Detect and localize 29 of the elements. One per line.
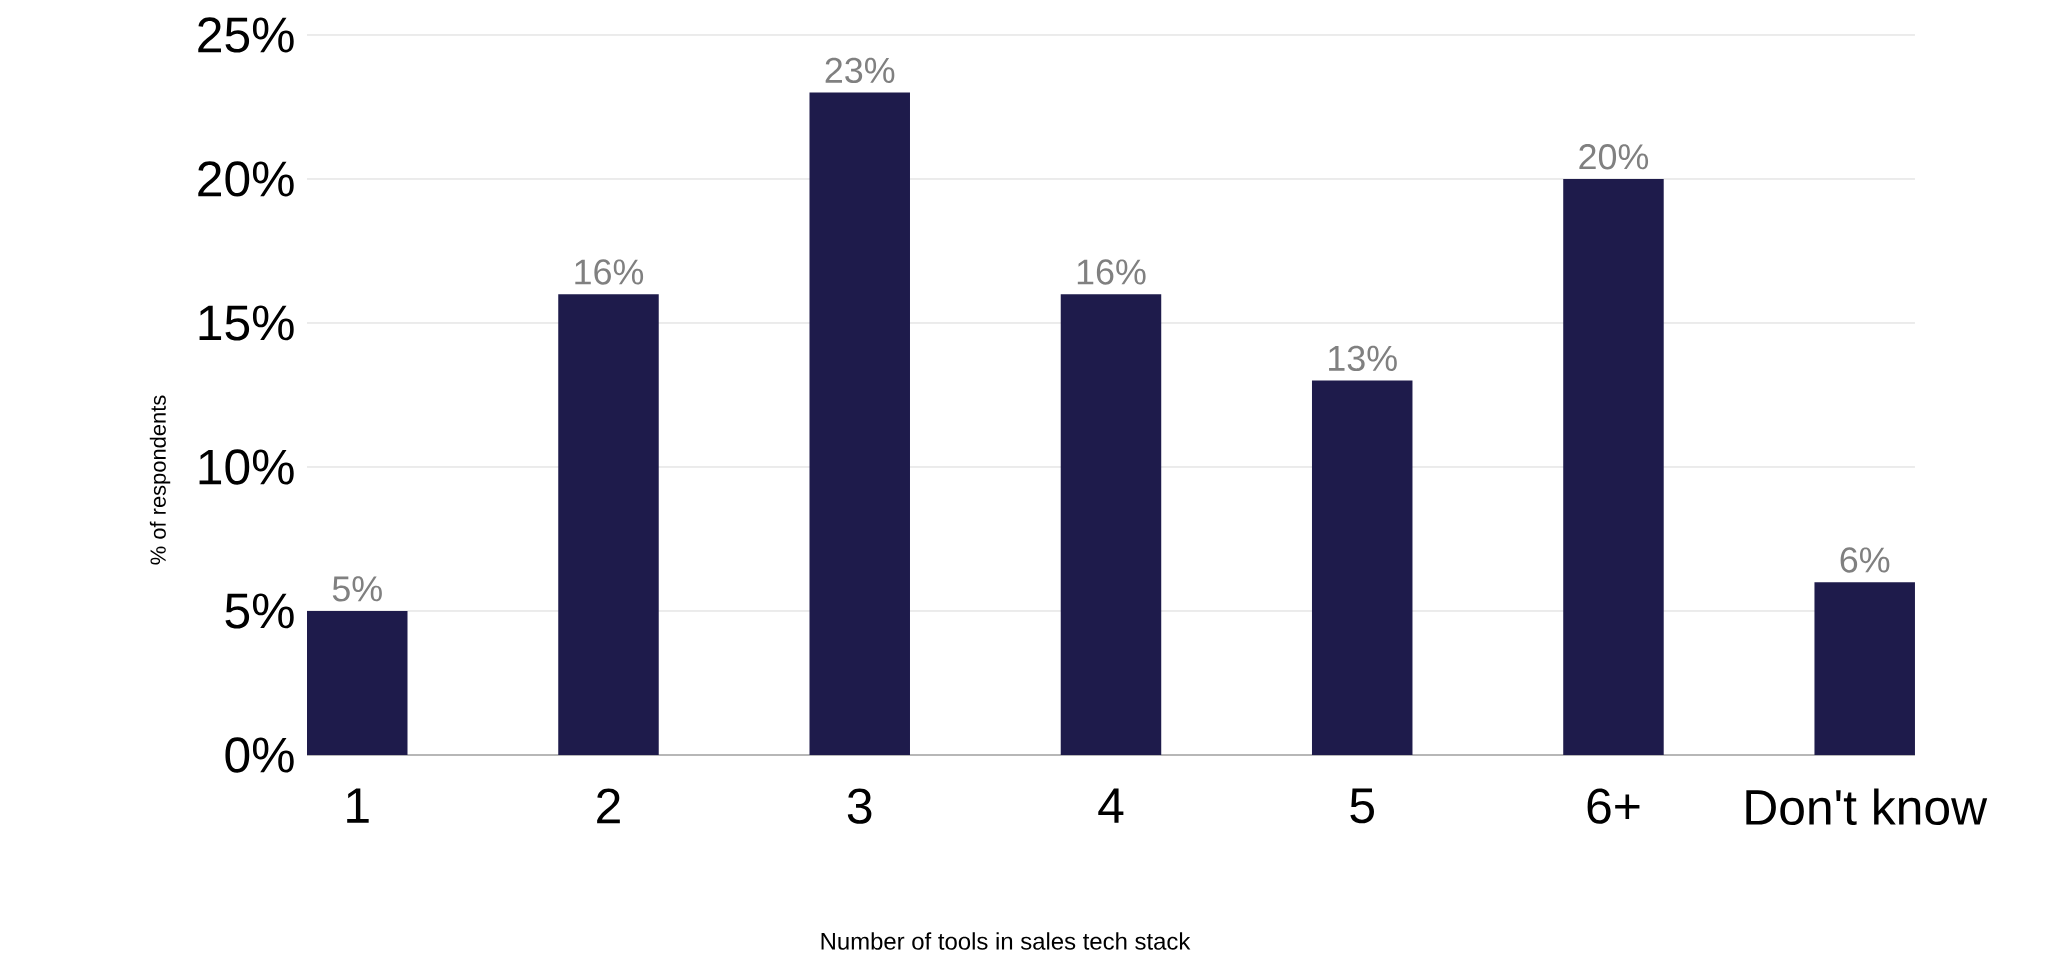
bar bbox=[1563, 178, 1664, 755]
x-tick-label: Don't know bbox=[1746, 788, 1988, 826]
x-tick-label: 2 bbox=[597, 788, 620, 824]
bar bbox=[1311, 380, 1413, 755]
data-label: 23% bbox=[825, 57, 895, 84]
x-axis-title: Number of tools in sales tech stack bbox=[821, 932, 1191, 950]
bar bbox=[307, 611, 408, 755]
bar bbox=[809, 92, 910, 755]
y-tick-label: 10% bbox=[199, 449, 294, 485]
x-tick-label: 3 bbox=[847, 788, 872, 824]
bar bbox=[558, 294, 659, 755]
y-tick-label: 20% bbox=[198, 161, 294, 197]
y-tick-label: 0% bbox=[225, 737, 294, 773]
bar bbox=[1060, 294, 1162, 755]
x-tick-label: 5 bbox=[1350, 788, 1374, 824]
x-tick-label: 6+ bbox=[1587, 788, 1640, 824]
y-axis-title: % of respondents bbox=[149, 395, 171, 565]
y-tick-label: 25% bbox=[198, 17, 294, 53]
x-tick-label: 4 bbox=[1098, 788, 1124, 823]
data-label: 16% bbox=[575, 259, 644, 285]
bar bbox=[1814, 582, 1915, 755]
data-label: 13% bbox=[1329, 345, 1397, 372]
y-tick-label: 5% bbox=[225, 593, 294, 629]
data-label: 20% bbox=[1579, 144, 1649, 170]
data-label: 5% bbox=[332, 576, 382, 602]
data-label: 6% bbox=[1840, 547, 1890, 573]
y-tick-label: 15% bbox=[199, 305, 294, 341]
x-tick-label: 1 bbox=[347, 788, 369, 823]
data-label: 16% bbox=[1077, 259, 1146, 285]
